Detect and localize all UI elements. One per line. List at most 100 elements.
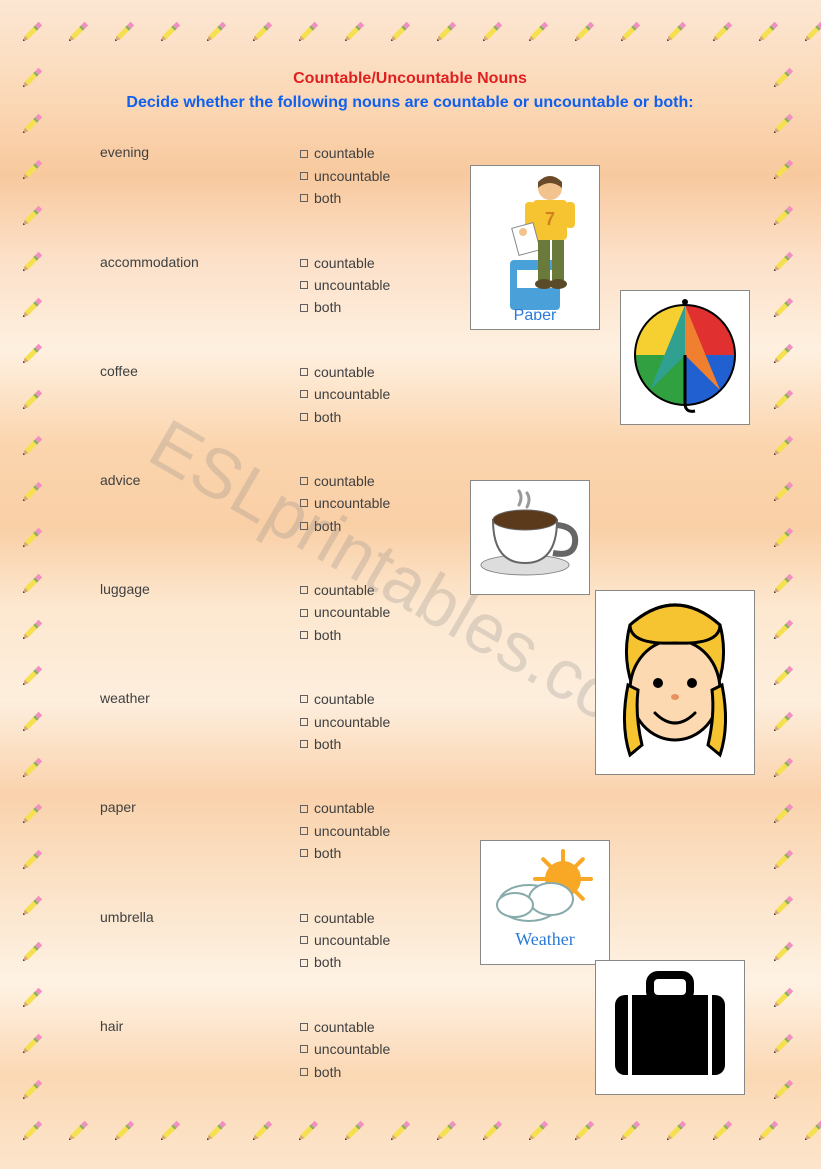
svg-text:7: 7: [545, 209, 555, 229]
option-label: both: [314, 842, 341, 864]
checkbox-icon[interactable]: [300, 413, 308, 421]
checkbox-icon[interactable]: [300, 849, 308, 857]
option-both[interactable]: both: [300, 842, 390, 864]
option-both[interactable]: both: [300, 624, 390, 646]
option-uncountable[interactable]: uncountable: [300, 165, 390, 187]
option-both[interactable]: both: [300, 1061, 390, 1083]
checkbox-icon[interactable]: [300, 586, 308, 594]
pencil-icon: [769, 432, 803, 466]
page-title: Countable/Uncountable Nouns: [100, 70, 720, 88]
option-label: both: [314, 187, 341, 209]
option-both[interactable]: both: [300, 406, 390, 428]
word-label: advice: [100, 470, 300, 537]
checkbox-icon[interactable]: [300, 695, 308, 703]
checkbox-icon[interactable]: [300, 390, 308, 398]
option-countable[interactable]: countable: [300, 907, 390, 929]
pencil-icon: [248, 18, 282, 52]
option-uncountable[interactable]: uncountable: [300, 711, 390, 733]
checkbox-icon[interactable]: [300, 259, 308, 267]
checkbox-icon[interactable]: [300, 1023, 308, 1031]
pencil-icon: [769, 846, 803, 880]
option-both[interactable]: both: [300, 515, 390, 537]
option-countable[interactable]: countable: [300, 1016, 390, 1038]
option-uncountable[interactable]: uncountable: [300, 929, 390, 951]
checkbox-icon[interactable]: [300, 827, 308, 835]
option-group: countableuncountableboth: [300, 797, 390, 864]
option-countable[interactable]: countable: [300, 142, 390, 164]
option-uncountable[interactable]: uncountable: [300, 274, 390, 296]
option-both[interactable]: both: [300, 296, 390, 318]
pencil-icon: [18, 1076, 52, 1110]
pencil-icon: [18, 432, 52, 466]
checkbox-icon[interactable]: [300, 1045, 308, 1053]
option-label: countable: [314, 1016, 375, 1038]
option-label: countable: [314, 797, 375, 819]
pencil-icon: [18, 18, 52, 52]
option-countable[interactable]: countable: [300, 470, 390, 492]
option-countable[interactable]: countable: [300, 252, 390, 274]
option-uncountable[interactable]: uncountable: [300, 601, 390, 623]
word-label: weather: [100, 688, 300, 755]
checkbox-icon[interactable]: [300, 959, 308, 967]
checkbox-icon[interactable]: [300, 150, 308, 158]
checkbox-icon[interactable]: [300, 522, 308, 530]
option-uncountable[interactable]: uncountable: [300, 383, 390, 405]
pencil-icon: [769, 294, 803, 328]
pencil-icon: [616, 18, 650, 52]
pencil-icon: [769, 800, 803, 834]
option-both[interactable]: both: [300, 187, 390, 209]
checkbox-icon[interactable]: [300, 477, 308, 485]
pencil-icon: [18, 294, 52, 328]
pencil-icon: [18, 1030, 52, 1064]
pencil-icon: [18, 202, 52, 236]
option-uncountable[interactable]: uncountable: [300, 1038, 390, 1060]
checkbox-icon[interactable]: [300, 194, 308, 202]
pencil-icon: [18, 524, 52, 558]
option-countable[interactable]: countable: [300, 579, 390, 601]
option-label: countable: [314, 688, 375, 710]
option-uncountable[interactable]: uncountable: [300, 492, 390, 514]
checkbox-icon[interactable]: [300, 740, 308, 748]
word-label: accommodation: [100, 252, 300, 319]
pencil-icon: [386, 18, 420, 52]
checkbox-icon[interactable]: [300, 936, 308, 944]
word-label: evening: [100, 142, 300, 209]
pencil-icon: [769, 616, 803, 650]
paper-boy-icon: Paper 7: [470, 165, 600, 330]
checkbox-icon[interactable]: [300, 914, 308, 922]
pencil-icon: [202, 18, 236, 52]
checkbox-icon[interactable]: [300, 805, 308, 813]
checkbox-icon[interactable]: [300, 281, 308, 289]
option-both[interactable]: both: [300, 733, 390, 755]
option-label: both: [314, 296, 341, 318]
option-uncountable[interactable]: uncountable: [300, 820, 390, 842]
checkbox-icon[interactable]: [300, 609, 308, 617]
checkbox-icon[interactable]: [300, 304, 308, 312]
checkbox-icon[interactable]: [300, 499, 308, 507]
option-group: countableuncountableboth: [300, 470, 390, 537]
option-label: countable: [314, 361, 375, 383]
option-countable[interactable]: countable: [300, 361, 390, 383]
option-countable[interactable]: countable: [300, 688, 390, 710]
pencil-icon: [18, 708, 52, 742]
checkbox-icon[interactable]: [300, 368, 308, 376]
word-label: coffee: [100, 361, 300, 428]
checkbox-icon[interactable]: [300, 631, 308, 639]
option-group: countableuncountableboth: [300, 142, 390, 209]
pencil-icon: [18, 846, 52, 880]
pencil-icon: [769, 1030, 803, 1064]
pencil-icon: [18, 248, 52, 282]
checkbox-icon[interactable]: [300, 718, 308, 726]
option-label: uncountable: [314, 711, 390, 733]
option-countable[interactable]: countable: [300, 797, 390, 819]
pencil-icon: [18, 984, 52, 1018]
checkbox-icon[interactable]: [300, 172, 308, 180]
option-label: both: [314, 733, 341, 755]
option-both[interactable]: both: [300, 951, 390, 973]
pencil-icon: [800, 18, 821, 52]
checkbox-icon[interactable]: [300, 1068, 308, 1076]
word-label: paper: [100, 797, 300, 864]
pencil-icon: [64, 18, 98, 52]
pencil-icon: [18, 478, 52, 512]
pencil-icon: [769, 754, 803, 788]
